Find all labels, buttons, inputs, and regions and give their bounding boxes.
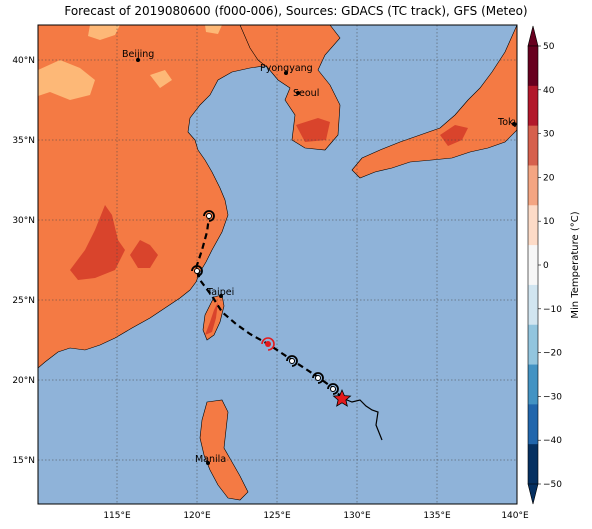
- colorbar-tick-label: 20: [543, 173, 555, 183]
- cool-region: [38, 60, 95, 100]
- colorbar-band: [528, 165, 538, 206]
- luzon-landmass: [199, 399, 249, 501]
- colorbar-band: [528, 284, 538, 326]
- city-markers: [136, 58, 516, 465]
- china-landmass: [38, 25, 279, 369]
- lon-tick-label: 120°E: [183, 511, 211, 521]
- city-label-seoul: Seoul: [293, 88, 319, 99]
- lat-tick-label: 20°N: [12, 376, 35, 386]
- colorbar-tick-label: −40: [543, 436, 562, 446]
- colorbar: 50 40 30 20 10 0 −10 −20 −30 −40 −50 Min Temperatu…: [527, 25, 581, 505]
- colorbar-band: [528, 245, 538, 286]
- colorbar-band: [528, 364, 538, 405]
- lon-tick-label: 140°E: [501, 511, 529, 521]
- colorbar-top-arrow: [527, 25, 539, 47]
- korea-landmass: [239, 25, 341, 151]
- longitude-axis: 115°E 120°E 125°E 130°E 135°E 140°E: [103, 511, 529, 521]
- latitude-axis: 40°N 35°N 30°N 25°N 20°N 15°N: [12, 56, 35, 466]
- forecast-track-line: [194, 216, 343, 399]
- colorbar-band: [528, 324, 538, 366]
- cool-region: [150, 70, 172, 88]
- lon-tick-label: 135°E: [423, 511, 451, 521]
- colorbar-tick-label: 30: [543, 130, 555, 140]
- lat-tick-label: 15°N: [12, 456, 35, 466]
- colorbar-tick-label: −30: [543, 392, 562, 402]
- colorbar-label: Min Temperature (°C): [570, 211, 581, 318]
- lat-tick-label: 25°N: [12, 296, 35, 306]
- colorbar-tick-label: 40: [543, 86, 555, 96]
- colorbar-tick-label: 50: [543, 42, 555, 52]
- colorbar-band: [528, 46, 538, 87]
- warm-region: [440, 125, 468, 146]
- lon-tick-label: 130°E: [343, 511, 371, 521]
- city-label-beijing: Beijing: [122, 49, 154, 60]
- map-title: Forecast of 2019080600 (f000-006), Sourc…: [64, 4, 528, 18]
- current-position-star: [332, 388, 352, 407]
- lat-tick-label: 30°N: [12, 216, 35, 226]
- colorbar-band: [528, 125, 538, 166]
- colorbar-tick-label: −20: [543, 349, 562, 359]
- lat-tick-label: 40°N: [12, 56, 35, 66]
- warm-region: [130, 240, 158, 268]
- cool-region: [88, 25, 120, 40]
- lon-tick-label: 115°E: [103, 511, 131, 521]
- graticule: [38, 25, 517, 504]
- colorbar-bottom-arrow: [527, 483, 539, 505]
- lat-tick-label: 35°N: [12, 136, 35, 146]
- colorbar-band: [528, 404, 538, 445]
- colorbar-tick-label: 10: [543, 217, 555, 227]
- past-track-line: [341, 397, 383, 441]
- warm-region: [70, 205, 125, 280]
- city-label-taipei: Taipei: [206, 287, 234, 298]
- storm-marker-points: [194, 213, 336, 392]
- colorbar-tick-label: −50: [543, 480, 562, 490]
- warm-region: [296, 118, 330, 142]
- warm-region: [205, 302, 218, 335]
- city-label-tokyo: Tokyo: [497, 117, 525, 128]
- colorbar-band: [528, 205, 538, 246]
- colorbar-band: [528, 85, 538, 127]
- colorbar-tick-label: 0: [543, 261, 549, 271]
- lon-tick-label: 125°E: [263, 511, 291, 521]
- city-label-manila: Manila: [195, 454, 226, 465]
- colorbar-band: [528, 444, 538, 485]
- cyclone-symbol: [191, 210, 339, 395]
- cool-region: [205, 25, 222, 34]
- current-storm-icon: [261, 337, 275, 351]
- colorbar-tick-label: −10: [543, 305, 562, 315]
- map-frame: [37, 24, 518, 505]
- city-label-pyongyang: Pyongyang: [260, 63, 313, 74]
